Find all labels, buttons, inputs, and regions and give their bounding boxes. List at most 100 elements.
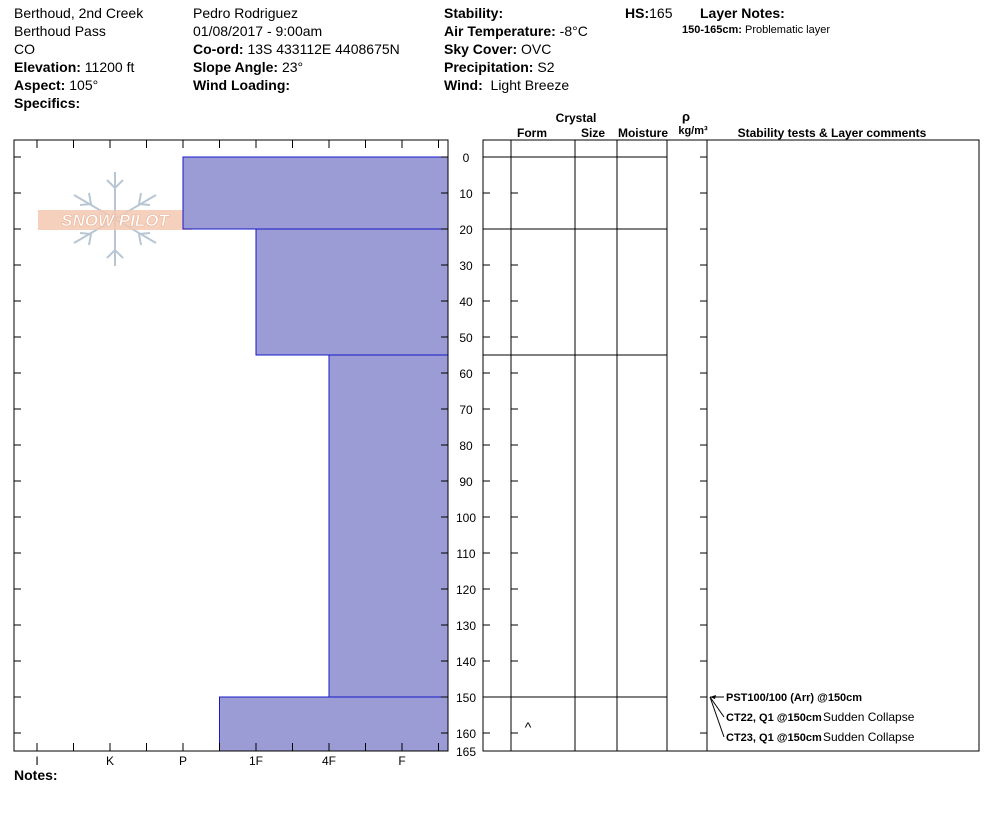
stability-test-code: CT23, Q1 @150cm — [726, 732, 822, 744]
stability-test-code: CT22, Q1 @150cm — [726, 712, 822, 724]
hs-label: HS: — [625, 5, 650, 21]
logo-banner — [38, 210, 192, 230]
logo-text: SNOW PILOT — [61, 211, 170, 230]
aspect: Aspect: 105° — [14, 76, 98, 94]
air-temperature: Air Temperature: -8°C — [444, 22, 588, 40]
notes-label: Notes: — [14, 767, 58, 783]
hardness-label-1f: 1F — [249, 754, 263, 768]
hardness-ticks — [14, 140, 448, 751]
state: CO — [14, 41, 35, 57]
sky-label: Sky Cover: — [444, 41, 518, 57]
depth-label: 80 — [459, 439, 473, 453]
elevation: Elevation: 11200 ft — [14, 58, 134, 76]
specifics: Specifics: — [14, 94, 80, 112]
moisture-header: Moisture — [618, 126, 668, 140]
layer-note-range: 150-165cm: — [682, 24, 742, 36]
wind-label: Wind: — [444, 77, 483, 93]
depth-label: 140 — [456, 655, 476, 669]
wind-loading: Wind Loading: — [193, 76, 290, 94]
sky-value: OVC — [521, 41, 552, 57]
depth-label: 70 — [459, 403, 473, 417]
depth-label: 50 — [459, 331, 473, 345]
layer-notes-label: Layer Notes: — [700, 5, 785, 21]
hs: HS:165 — [625, 4, 672, 22]
hardness-label-4f: 4F — [322, 754, 336, 768]
area: Berthoud Pass — [14, 23, 106, 39]
test-arrow-icon — [710, 695, 716, 699]
table-layer-boundaries — [483, 156, 667, 698]
depth-label: 165 — [456, 745, 476, 759]
hardness-layer-2 — [328, 354, 449, 698]
crystal-header: Crystal — [556, 111, 597, 125]
depth-label: 150 — [456, 691, 476, 705]
wind-loading-label: Wind Loading: — [193, 77, 291, 93]
hardness-layers — [182, 156, 449, 752]
depth-label: 100 — [456, 511, 476, 525]
hardness-label-f: F — [398, 754, 405, 768]
size-header: Size — [581, 126, 605, 140]
hardness-layer-1 — [255, 228, 449, 356]
precip-label: Precipitation: — [444, 59, 534, 75]
slope-value: 23° — [281, 59, 304, 75]
notes: Notes: — [14, 766, 58, 784]
location: Berthoud, 2nd Creek — [14, 5, 144, 21]
stability-test-comment: Sudden Collapse — [823, 730, 915, 744]
rho-header: ρ — [682, 109, 690, 124]
layer-note-text: Problematic layer — [745, 24, 830, 36]
air-temp-label: Air Temperature: — [444, 23, 556, 39]
depth-labels: 0 10 20 30 40 50 60 70 80 90 100 110 120 130 140 150 160… — [456, 151, 476, 759]
test-pointer — [709, 696, 725, 718]
aspect-label: Aspect: — [14, 77, 66, 93]
slope-label: Slope Angle: — [193, 59, 279, 75]
wind: Wind: Light Breeze — [444, 76, 569, 94]
stability-tests: PST100/100 (Arr) @150cm CT22, Q1 @150cm Su… — [709, 692, 915, 744]
table-depth-ticks — [483, 156, 707, 734]
density-header: kg/m³ — [678, 125, 708, 137]
depth-label: 40 — [459, 295, 473, 309]
hardness-layer-0 — [182, 156, 449, 230]
aspect-value: 105° — [69, 77, 99, 93]
coord-value: 13S 433112E 4408675N — [247, 41, 400, 57]
comments-header: Stability tests & Layer comments — [738, 126, 927, 140]
slope-angle: Slope Angle: 23° — [193, 58, 303, 76]
elevation-label: Elevation: — [14, 59, 81, 75]
depth-label: 10 — [459, 187, 473, 201]
stability-label: Stability: — [444, 5, 504, 21]
precipitation: Precipitation: S2 — [444, 58, 554, 76]
depth-label: 130 — [456, 619, 476, 633]
table-frame — [482, 139, 980, 752]
depth-label: 30 — [459, 259, 473, 273]
specifics-label: Specifics: — [14, 95, 81, 111]
depth-label: 90 — [459, 475, 473, 489]
hs-value: 165 — [649, 5, 673, 21]
form-header: Form — [517, 126, 547, 140]
coord: Co-ord: 13S 433112E 4408675N — [193, 40, 400, 58]
crystal-symbols: ^ — [525, 719, 532, 735]
stability: Stability: — [444, 4, 503, 22]
hardness-labels: I K P 1F 4F F — [35, 754, 405, 768]
datetime: 01/08/2017 - 9:00am — [193, 23, 323, 39]
hardness-label-k: K — [106, 754, 114, 768]
depth-label: 160 — [456, 727, 476, 741]
precip-value: S2 — [537, 59, 555, 75]
crystal-form-symbol: ^ — [525, 719, 532, 735]
stability-test-code: PST100/100 (Arr) @150cm — [726, 692, 862, 704]
coord-label: Co-ord: — [193, 41, 244, 57]
depth-label: 60 — [459, 367, 473, 381]
wind-value: Light Breeze — [490, 77, 570, 93]
hardness-layer-3 — [219, 696, 449, 752]
depth-label: 20 — [459, 223, 473, 237]
test-pointer — [709, 696, 725, 738]
observer: Pedro Rodriguez — [193, 5, 299, 21]
depth-label: 110 — [456, 547, 475, 561]
layer-note: 150-165cm: Problematic layer — [682, 24, 830, 36]
layer-notes: Layer Notes: — [700, 4, 785, 22]
air-temp-value: -8°C — [559, 23, 588, 39]
elevation-value: 11200 ft — [84, 59, 135, 75]
depth-label: 120 — [456, 583, 476, 597]
stability-test-comment: Sudden Collapse — [823, 710, 915, 724]
depth-label: 0 — [463, 151, 470, 165]
hardness-label-p: P — [179, 754, 187, 768]
sky-cover: Sky Cover: OVC — [444, 40, 551, 58]
